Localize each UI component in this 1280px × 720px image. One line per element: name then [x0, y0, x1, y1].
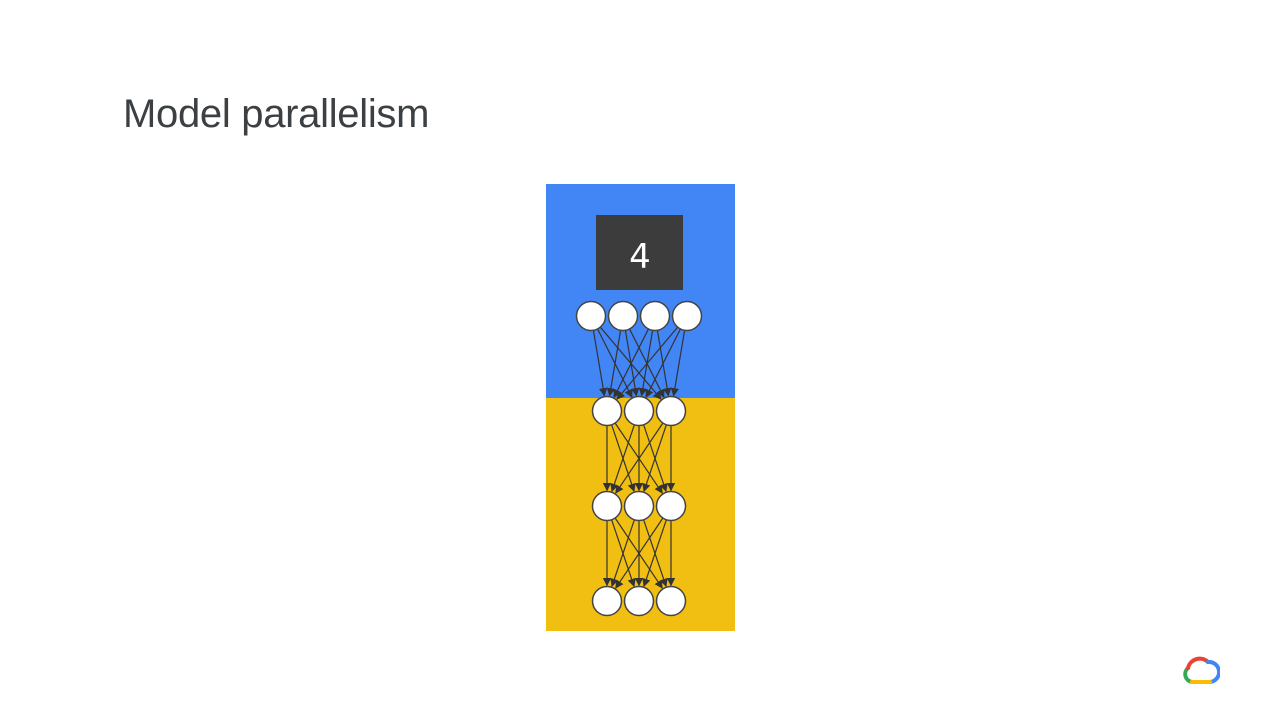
node-layer4-2 — [625, 587, 654, 616]
google-cloud-logo-icon — [1180, 654, 1220, 688]
node-layer4-3 — [657, 587, 686, 616]
node-layer4-1 — [593, 587, 622, 616]
node-layer2-2 — [625, 397, 654, 426]
node-layer1-2 — [609, 302, 638, 331]
node-layer2-3 — [657, 397, 686, 426]
input-digit: 4 — [629, 237, 651, 277]
node-layer2-1 — [593, 397, 622, 426]
node-layer1-3 — [641, 302, 670, 331]
node-layer3-1 — [593, 492, 622, 521]
node-layer1-4 — [673, 302, 702, 331]
node-layer3-2 — [625, 492, 654, 521]
node-layer3-3 — [657, 492, 686, 521]
node-layer1-1 — [577, 302, 606, 331]
